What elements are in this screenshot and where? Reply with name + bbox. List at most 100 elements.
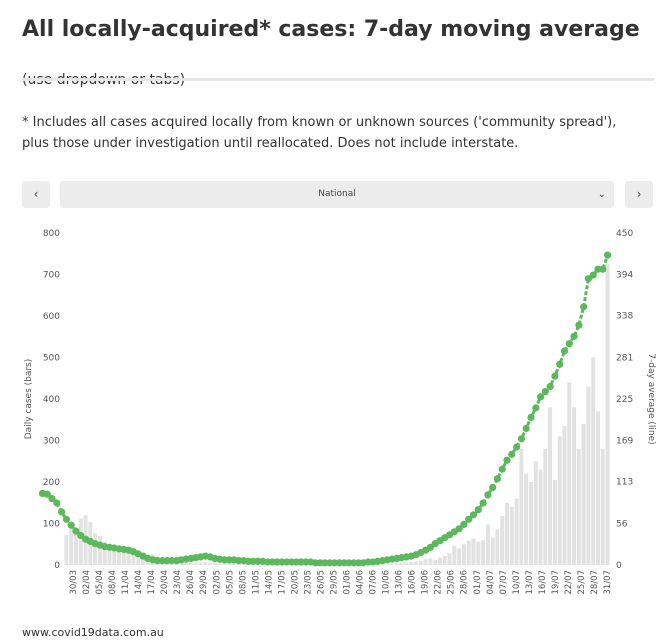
bar	[442, 555, 447, 565]
x-tick-label: 07/07	[499, 570, 509, 595]
y-tick-right: 169	[616, 436, 633, 446]
x-tick-label: 05/04	[95, 570, 105, 595]
average-point	[465, 515, 473, 523]
x-tick-label: 08/04	[108, 570, 118, 595]
prev-region-button[interactable]: ‹	[22, 181, 50, 208]
x-tick-label: 26/05	[317, 570, 327, 595]
x-tick-label: 14/05	[264, 570, 274, 595]
bar	[418, 560, 423, 565]
bar	[136, 558, 141, 565]
average-point	[53, 499, 61, 507]
y-tick-left: 800	[43, 229, 60, 239]
average-point	[503, 456, 511, 464]
bar	[117, 546, 122, 565]
average-point	[469, 511, 478, 519]
bar	[212, 561, 217, 565]
y-tick-right: 113	[616, 478, 633, 488]
x-tick-label: 19/07	[551, 570, 561, 595]
average-point	[565, 340, 573, 348]
bar	[485, 524, 490, 565]
y-tick-right: 338	[616, 312, 633, 322]
x-tick-label: 10/06	[382, 570, 392, 595]
average-point	[599, 265, 607, 273]
average-point	[493, 475, 501, 483]
y-tick-right: 450	[616, 229, 633, 239]
bar	[409, 561, 414, 565]
bar	[572, 407, 577, 565]
bar	[596, 411, 601, 565]
bar	[78, 518, 83, 565]
x-tick-label: 28/07	[590, 570, 600, 595]
y-tick-right: 225	[616, 395, 633, 405]
page-title: All locally-acquired* cases: 7-day movin…	[22, 6, 642, 104]
y-tick-right: 56	[616, 520, 628, 530]
bar	[524, 473, 529, 565]
bar	[198, 562, 203, 566]
bar	[184, 562, 189, 565]
x-tick-label: 13/07	[525, 570, 535, 595]
bar	[567, 382, 572, 565]
average-point	[589, 271, 597, 279]
x-tick-label: 11/04	[121, 570, 131, 595]
bar	[141, 559, 146, 565]
region-dropdown-value: National	[318, 189, 356, 199]
x-tick-label: 08/05	[238, 570, 248, 595]
bar	[495, 529, 500, 565]
bar	[605, 263, 610, 565]
average-point	[537, 393, 545, 401]
x-tick-label: 01/07	[473, 570, 483, 595]
bar	[552, 479, 557, 565]
x-tick-label: 04/06	[356, 570, 366, 595]
y-tick-right: 0	[616, 561, 622, 571]
bar	[97, 535, 102, 565]
x-tick-label: 04/07	[486, 570, 496, 595]
bar	[481, 540, 486, 565]
y-tick-left: 400	[43, 395, 60, 405]
bar	[548, 407, 553, 565]
region-dropdown[interactable]: National ⌄	[60, 181, 614, 208]
x-tick-label: 29/05	[330, 570, 340, 595]
bar	[423, 559, 428, 565]
bar	[471, 538, 476, 565]
average-point	[517, 435, 526, 443]
average-point	[551, 372, 559, 380]
average-point	[604, 251, 612, 259]
bar	[490, 537, 495, 565]
x-tick-label: 14/04	[134, 570, 144, 595]
bar	[203, 562, 208, 566]
bar	[208, 562, 213, 566]
x-tick-label: 28/06	[460, 570, 470, 595]
bar	[519, 448, 524, 565]
average-point	[508, 450, 516, 458]
average-point	[460, 520, 468, 528]
x-tick-label: 02/04	[82, 570, 92, 595]
x-tick-label: 16/06	[408, 570, 418, 595]
bar	[600, 448, 605, 565]
average-point	[575, 321, 583, 329]
bar	[385, 563, 390, 565]
average-point	[48, 495, 56, 503]
average-point	[455, 525, 463, 533]
x-tick-label: 25/07	[577, 570, 587, 595]
y-tick-right: 281	[616, 354, 633, 364]
bar	[466, 540, 471, 565]
bar	[179, 562, 184, 566]
bar	[188, 562, 193, 565]
x-tick-label: 17/05	[277, 570, 287, 595]
x-tick-label: 29/04	[199, 570, 209, 595]
x-tick-label: 31/07	[603, 570, 613, 595]
cases-chart: 0 100 200 300 400 500 600 700 800 0 56 113 169 225 281…	[24, 229, 656, 595]
y-axis-title-left: Daily cases (bars)	[24, 359, 34, 440]
average-point	[532, 404, 540, 412]
bar	[581, 423, 586, 565]
average-point	[580, 303, 588, 311]
x-tick-label: 01/06	[343, 570, 353, 595]
bar	[93, 533, 98, 565]
average-point	[546, 382, 554, 391]
average-point	[498, 465, 506, 473]
bar	[64, 535, 69, 565]
title-divider	[22, 78, 654, 81]
bar	[528, 482, 533, 565]
bar	[107, 548, 112, 565]
next-region-button[interactable]: ›	[625, 181, 653, 208]
